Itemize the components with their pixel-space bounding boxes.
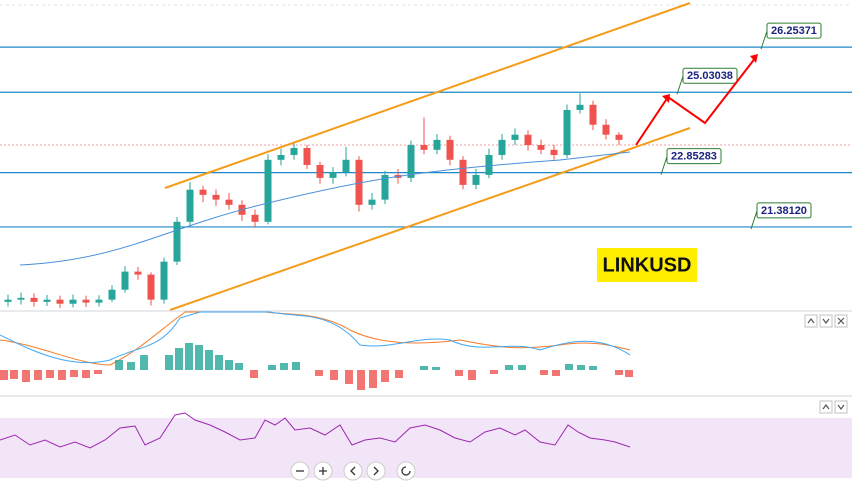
candle-body xyxy=(147,274,155,300)
chart-title: LINKUSD xyxy=(603,254,692,276)
candle-body xyxy=(4,299,12,302)
macd-hist-neg xyxy=(0,370,633,390)
macd-line xyxy=(0,311,631,364)
macd-pane xyxy=(0,311,633,390)
level-box xyxy=(766,22,822,39)
candle-body xyxy=(17,297,25,300)
candle-body xyxy=(381,174,389,200)
level-box xyxy=(682,67,738,84)
candle-body xyxy=(472,174,480,185)
level-leader xyxy=(760,30,768,50)
candle-body xyxy=(524,134,532,146)
level-label: 22.85283 xyxy=(671,151,717,163)
candle-body xyxy=(186,189,194,222)
candle-body xyxy=(511,134,519,140)
candle-body xyxy=(56,299,64,304)
moving-average xyxy=(19,151,631,266)
candle-body xyxy=(368,199,376,205)
level-box xyxy=(756,202,812,219)
level-box xyxy=(666,148,722,165)
candle-body xyxy=(329,171,337,178)
candle-body xyxy=(95,299,103,303)
candle-body xyxy=(602,124,610,135)
candle-body xyxy=(433,139,441,150)
candle-body xyxy=(615,134,623,140)
candle-body xyxy=(43,299,51,302)
candle-body xyxy=(82,299,90,303)
candle-body xyxy=(277,155,285,160)
candle-body xyxy=(121,271,129,290)
rsi-band xyxy=(0,418,852,478)
channel-lower xyxy=(169,127,691,311)
candle-body xyxy=(199,189,207,195)
candle-body xyxy=(160,261,168,300)
level-leader xyxy=(660,156,668,175)
candle-body xyxy=(251,214,259,222)
channel-upper xyxy=(164,2,691,189)
candle-body xyxy=(212,194,220,200)
candle-body xyxy=(108,289,116,300)
title-box xyxy=(597,248,697,282)
candle-body xyxy=(264,159,272,222)
level-label: 21.38120 xyxy=(761,205,807,217)
candle-body xyxy=(459,159,467,185)
candle-body xyxy=(173,221,181,262)
candles xyxy=(4,93,623,309)
pane-buttons[interactable] xyxy=(804,314,848,414)
candle-body xyxy=(485,155,493,175)
candle-body xyxy=(225,199,233,205)
candle-body xyxy=(342,159,350,172)
candle-body xyxy=(316,164,324,178)
candle-body xyxy=(498,139,506,155)
level-label: 25.03038 xyxy=(687,70,733,82)
candle-body xyxy=(446,139,454,160)
candle-body xyxy=(589,104,597,125)
candle-body xyxy=(134,271,142,275)
projection-arrow xyxy=(635,56,757,146)
candle-body xyxy=(69,299,77,304)
level-leader xyxy=(676,76,684,95)
nav-buttons[interactable] xyxy=(290,461,416,481)
rsi-line xyxy=(0,412,631,449)
candle-body xyxy=(290,147,298,155)
candle-body xyxy=(550,149,558,155)
level-label: 26.25371 xyxy=(771,25,817,37)
candle-body xyxy=(420,145,428,150)
macd-signal xyxy=(0,311,631,366)
levels: 26.25371 25.03038 22.85283 21.38120 xyxy=(0,22,852,230)
candle-body xyxy=(563,109,571,155)
candle-body xyxy=(30,297,38,302)
candle-body xyxy=(407,145,415,178)
candle-body xyxy=(303,147,311,165)
level-leader xyxy=(750,210,758,230)
macd-hist-pos xyxy=(115,343,597,370)
candle-body xyxy=(576,104,584,110)
candle-body xyxy=(537,145,545,150)
candle-body xyxy=(355,159,363,205)
